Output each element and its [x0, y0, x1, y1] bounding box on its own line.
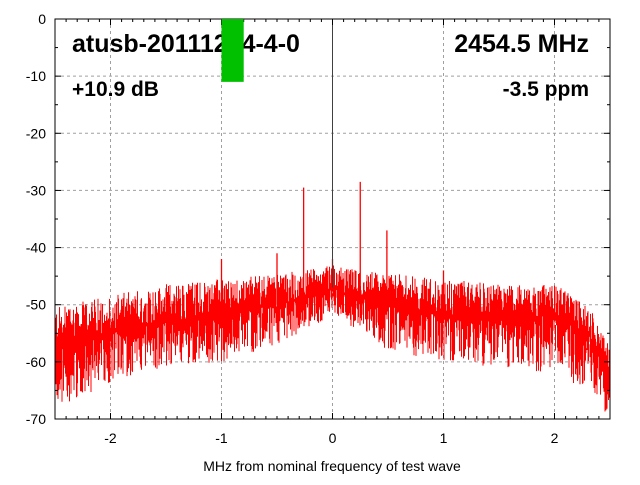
ppm-label: -3.5 ppm — [503, 78, 589, 101]
y-tick-label: 0 — [38, 11, 46, 27]
y-tick-label: -30 — [26, 182, 46, 198]
gain-label: +10.9 dB — [72, 78, 159, 101]
tick-labels: 0-10-20-30-40-50-60-70-2 -1 0 1 2 — [26, 11, 559, 446]
x-tick-label: 2 — [551, 430, 559, 446]
plot-border — [54, 18, 611, 420]
x-tick-label: 1 — [440, 430, 448, 446]
title-right: 2454.5 MHz — [454, 30, 589, 58]
x-axis-label: MHz from nominal frequency of test wave — [203, 458, 461, 474]
y-tick-label: -50 — [26, 297, 46, 313]
level-bar-overlay — [221, 19, 244, 82]
spectrum-series — [54, 181, 610, 412]
y-tick-label: -70 — [26, 411, 46, 427]
y-tick-label: -20 — [26, 125, 46, 141]
x-tick-label: 0 — [329, 430, 337, 446]
y-tick-label: -60 — [26, 354, 46, 370]
title-left: atusb-20111214-4-0 — [72, 30, 300, 58]
y-tick-label: -40 — [26, 240, 46, 256]
x-tick-label: -2 — [104, 430, 117, 446]
y-tick-label: -10 — [26, 68, 46, 84]
x-tick-label: -1 — [215, 430, 228, 446]
